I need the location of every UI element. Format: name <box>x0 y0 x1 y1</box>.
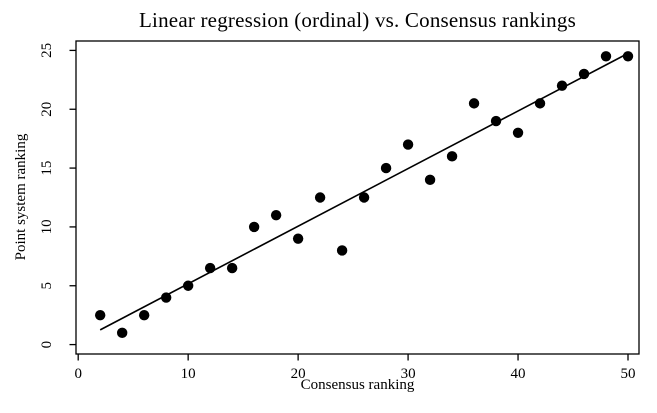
data-point <box>556 80 568 91</box>
y-tick-label: 25 <box>39 43 55 58</box>
data-point <box>94 309 106 321</box>
data-point <box>534 98 546 109</box>
x-tick-label: 0 <box>74 366 82 382</box>
data-point <box>490 115 502 127</box>
data-point <box>160 292 172 303</box>
data-point <box>402 139 414 150</box>
x-tick-label: 20 <box>291 366 306 382</box>
x-tick-label: 10 <box>181 366 196 382</box>
data-point <box>204 262 216 274</box>
data-point <box>270 209 282 221</box>
chart-title: Linear regression (ordinal) vs. Consensu… <box>139 8 576 32</box>
plot-box <box>75 40 640 355</box>
data-point <box>578 68 590 80</box>
y-tick-label: 20 <box>39 102 55 117</box>
y-axis-label: Point system ranking <box>13 133 29 261</box>
y-tick-label: 15 <box>39 161 55 176</box>
data-point <box>226 262 238 274</box>
data-point <box>380 162 392 174</box>
data-point <box>600 51 612 62</box>
y-tick-label: 0 <box>39 341 55 349</box>
data-point <box>468 98 480 109</box>
regression-line <box>99 52 629 331</box>
y-tick-label: 5 <box>39 282 55 290</box>
data-point <box>138 309 150 321</box>
data-point <box>248 221 260 233</box>
data-point <box>336 245 348 256</box>
x-tick-label: 50 <box>621 366 636 382</box>
y-tick-label: 10 <box>39 219 55 234</box>
data-point <box>622 51 634 62</box>
data-point <box>512 127 524 138</box>
data-point <box>182 280 194 291</box>
data-point <box>446 151 458 162</box>
x-axis-label: Consensus ranking <box>300 377 415 393</box>
data-point <box>314 192 326 203</box>
data-point <box>292 233 304 244</box>
data-point <box>116 327 128 339</box>
data-point <box>424 174 436 186</box>
data-point <box>358 192 370 203</box>
x-tick-label: 30 <box>401 366 416 382</box>
x-tick-label: 40 <box>511 366 526 382</box>
